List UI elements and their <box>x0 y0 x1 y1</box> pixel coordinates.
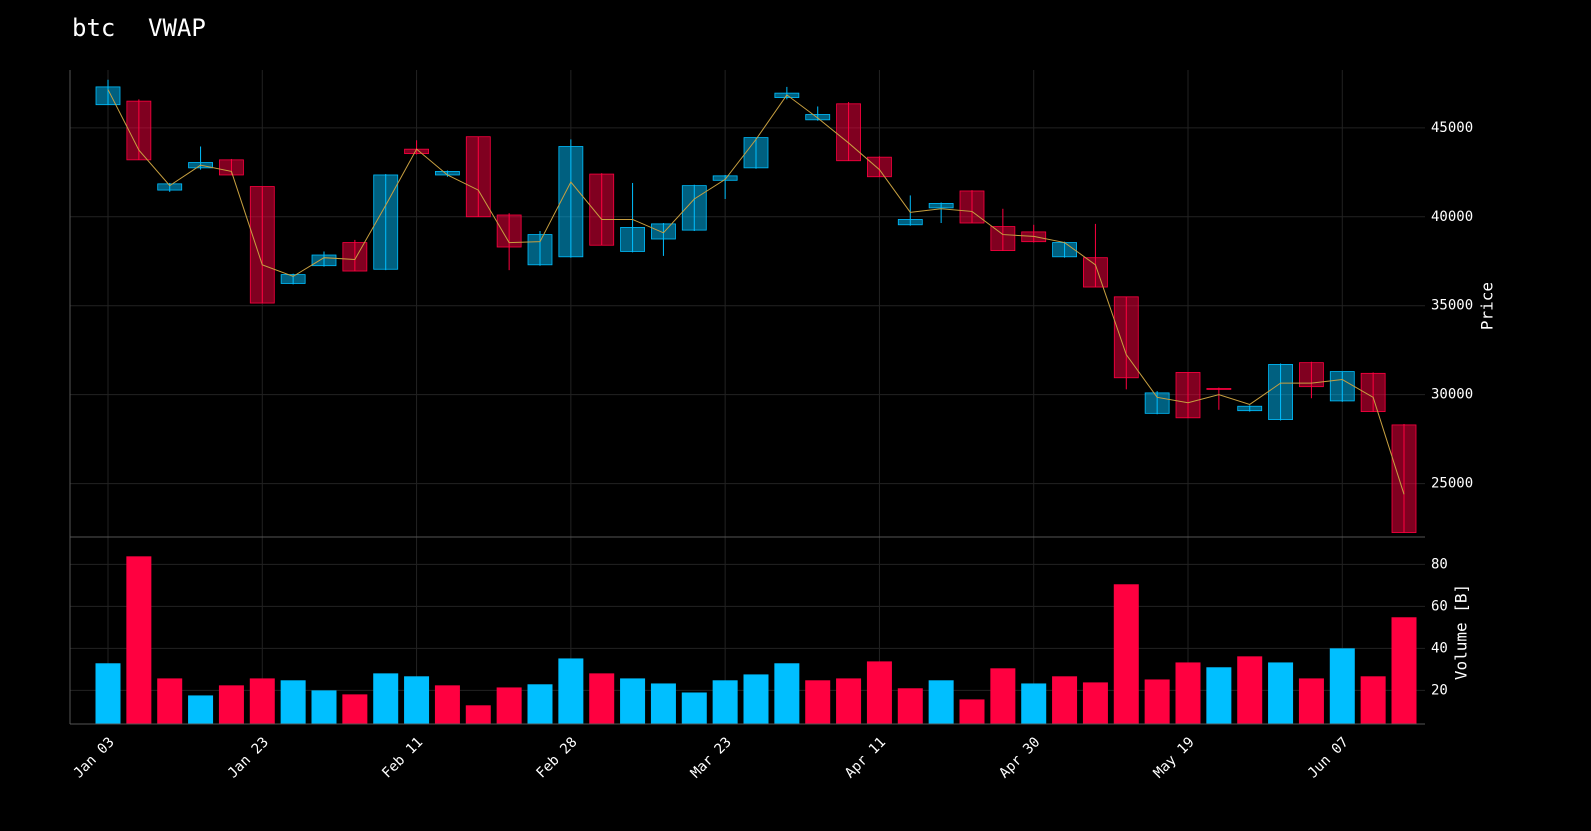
x-tick-label: May 19 <box>1151 734 1198 781</box>
volume-bar <box>650 683 676 724</box>
vwap-line <box>107 89 1405 495</box>
candle-body <box>280 274 306 284</box>
volume-bar <box>404 676 430 724</box>
y-tick-label: 35000 <box>1431 298 1473 314</box>
y-tick-label: 20 <box>1431 682 1448 698</box>
volume-bar <box>157 678 183 724</box>
candle-body <box>1206 388 1232 390</box>
volume-bar <box>249 678 275 724</box>
x-tick-label: Jan 23 <box>225 734 272 781</box>
y-tick-label: 60 <box>1431 598 1448 614</box>
volume-bar <box>434 685 460 724</box>
legend-label: VWAP <box>148 14 206 42</box>
volume-bar <box>1082 682 1108 724</box>
candle-body <box>1268 364 1293 420</box>
x-tick-label: Mar 23 <box>688 734 735 781</box>
volume-bar <box>1360 676 1386 724</box>
volume-bar <box>712 680 738 724</box>
volume-bar <box>1298 678 1324 724</box>
volume-bar <box>805 680 831 724</box>
volume-bar <box>928 680 954 724</box>
candle-body <box>249 186 275 304</box>
volume-bar <box>1237 656 1263 724</box>
candle-body <box>836 103 861 162</box>
candle-body <box>712 175 738 181</box>
volume-bar <box>990 668 1016 724</box>
volume-bar <box>465 705 491 724</box>
candle-body <box>126 100 152 161</box>
candle-body <box>157 183 183 191</box>
x-tick-label: Apr 11 <box>842 734 889 781</box>
volume-bar <box>959 699 985 724</box>
volume-bar <box>1052 676 1078 724</box>
candle-body <box>743 137 769 169</box>
volume-bar <box>836 678 862 724</box>
candle-body <box>1329 371 1355 402</box>
y-tick-label: 25000 <box>1431 476 1473 492</box>
volume-bar <box>774 663 800 724</box>
volume-bar <box>218 685 244 724</box>
candle-body <box>1083 257 1108 288</box>
candle-body <box>311 254 337 267</box>
y-tick-label: 40000 <box>1431 209 1473 225</box>
volume-bar <box>95 663 121 724</box>
candle-body <box>219 159 244 176</box>
y-axis-label: Volume [B] <box>1452 584 1471 680</box>
candle-body <box>1113 296 1139 379</box>
x-tick-label: Feb 28 <box>533 734 580 781</box>
volume-bar <box>681 692 707 724</box>
y-tick-label: 40 <box>1431 640 1448 656</box>
y-tick-label: 30000 <box>1431 387 1473 403</box>
y-tick-label: 80 <box>1431 556 1448 572</box>
candle-body <box>805 114 831 121</box>
volume-bar <box>1268 662 1294 724</box>
candle-body <box>342 242 368 272</box>
y-tick-label: 45000 <box>1431 120 1473 136</box>
volume-bar <box>126 556 152 724</box>
x-tick-label: Jun 07 <box>1305 734 1352 781</box>
chart-title: btc <box>72 14 115 42</box>
volume-bar <box>311 690 337 724</box>
volume-bar <box>1175 662 1201 724</box>
candle-body <box>867 156 892 178</box>
volume-bar <box>743 674 769 724</box>
volume-bar <box>1391 617 1417 724</box>
volume-bar <box>589 673 615 724</box>
candle-body <box>620 227 645 252</box>
candle-body <box>1175 372 1201 419</box>
volume-bar <box>1021 683 1047 724</box>
volume-bar <box>620 678 646 724</box>
volume-bar <box>280 680 306 724</box>
candle-body <box>558 146 584 258</box>
volume-bar <box>373 673 399 724</box>
candle-body <box>897 219 923 226</box>
candle-body <box>651 223 676 240</box>
volume-bar <box>897 688 923 724</box>
volume-bar <box>558 658 584 724</box>
volume-bar <box>1144 679 1170 724</box>
x-tick-label: Apr 30 <box>996 734 1043 781</box>
candle-body <box>1052 242 1077 258</box>
candle-body <box>990 226 1016 251</box>
volume-bar <box>188 695 214 724</box>
volume-bar <box>1206 667 1232 724</box>
x-tick-label: Feb 11 <box>379 734 426 781</box>
candle-body <box>1144 392 1170 414</box>
candle-body <box>928 203 954 209</box>
volume-bar <box>496 687 522 724</box>
candle-body <box>1237 405 1263 412</box>
candle-body <box>1391 424 1417 533</box>
volume-bar <box>342 694 368 724</box>
y-axis-label: Price <box>1478 282 1497 330</box>
x-tick-label: Jan 03 <box>71 734 118 781</box>
candle-body <box>527 234 553 266</box>
volume-bar <box>527 684 553 724</box>
volume-bar <box>1113 584 1139 724</box>
volume-bar <box>866 661 892 724</box>
volume-bar <box>1329 648 1355 724</box>
